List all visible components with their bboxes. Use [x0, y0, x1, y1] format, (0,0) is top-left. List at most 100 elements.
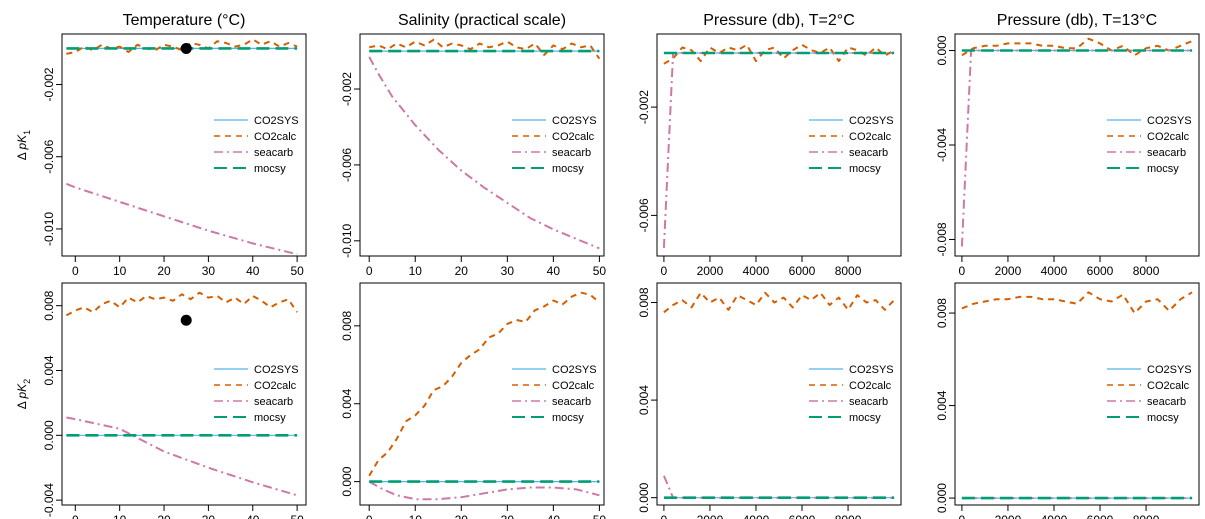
y-tick-label: -0.008 — [935, 222, 949, 256]
series-line-co2calc — [663, 291, 895, 314]
legend: CO2SYS CO2calc seacarb mocsy — [214, 364, 299, 424]
legend: CO2SYS CO2calc seacarb mocsy — [1107, 115, 1192, 175]
reference-point — [180, 42, 192, 54]
legend-label-co2sys: CO2SYS — [849, 364, 894, 376]
x-tick-label: 20 — [157, 513, 171, 519]
y-tick-label: 0.004 — [340, 388, 354, 418]
x-tick-label: 6000 — [1087, 513, 1114, 519]
y-axis-label: Δ pK1 — [15, 130, 32, 160]
x-tick-label: 8000 — [835, 513, 862, 519]
legend-label-co2sys: CO2SYS — [552, 115, 597, 127]
panel-2: 0 10 20 30 40 50 -0.002 -0.006 -0.010 Salinity (p… — [340, 12, 606, 278]
y-tick-label: -0.004 — [935, 128, 949, 162]
plot-frame — [359, 33, 605, 257]
legend-label-seacarb: seacarb — [254, 147, 293, 159]
x-tick-label: 30 — [202, 264, 216, 278]
y-tick-label: -0.006 — [340, 148, 354, 182]
series-line-seacarb — [66, 182, 298, 256]
x-tick-label: 40 — [246, 264, 260, 278]
y-tick-label: -0.002 — [637, 90, 651, 124]
series-area — [368, 38, 601, 250]
series-line-seacarb — [66, 416, 298, 497]
legend-label-seacarb: seacarb — [1147, 147, 1186, 159]
plot-frame — [61, 282, 307, 506]
series-line-co2calc — [368, 38, 601, 60]
y-tick-label: 0.000 — [42, 420, 56, 450]
legend: CO2SYS CO2calc seacarb mocsy — [809, 115, 894, 175]
reference-point — [180, 314, 192, 326]
x-tick-label: 30 — [501, 264, 515, 278]
y-tick-label: 0.000 — [935, 35, 949, 65]
legend-label-co2sys: CO2SYS — [254, 115, 299, 127]
y-tick-label: -0.004 — [42, 483, 56, 517]
panel-6: 0 10 20 30 40 50 0.000 0.004 0.008 CO2SYS CO2calc s… — [340, 282, 607, 519]
plot-frame — [359, 282, 605, 506]
y-tick-label: -0.006 — [42, 139, 56, 173]
panel-1: 0 10 20 30 40 50 -0.002 -0.006 -0.010 Temperature… — [15, 12, 307, 278]
y-tick-label: -0.010 — [340, 223, 354, 257]
panel-8: 020004000600080000.0000.0040.008CO2SYSCO… — [935, 282, 1200, 519]
series-area — [961, 291, 1193, 500]
legend-label-seacarb: seacarb — [552, 396, 591, 408]
x-tick-label: 0 — [72, 264, 79, 278]
panel-title: Pressure (db), T=13°C — [997, 12, 1157, 29]
x-tick-label: 0 — [366, 264, 373, 278]
legend-label-mocsy: mocsy — [1147, 412, 1179, 424]
x-tick-label: 0 — [366, 513, 373, 519]
series-area — [66, 38, 298, 256]
series-line-co2calc — [368, 291, 601, 477]
y-axis-label: Δ pK2 — [15, 379, 32, 409]
legend-label-co2calc: CO2calc — [1147, 131, 1190, 143]
legend: CO2SYS CO2calc seacarb mocsy — [1107, 364, 1192, 424]
x-tick-label: 20 — [157, 264, 171, 278]
x-tick-label: 8000 — [1133, 264, 1160, 278]
x-tick-label: 6000 — [789, 513, 816, 519]
x-tick-label: 8000 — [835, 264, 862, 278]
y-tick-label: 0.004 — [935, 390, 949, 420]
x-tick-label: 2000 — [995, 513, 1022, 519]
y-tick-label: 0.000 — [935, 483, 949, 513]
legend-label-co2calc: CO2calc — [552, 131, 595, 143]
x-tick-label: 10 — [113, 264, 127, 278]
panel-5: 0 10 20 30 40 50 -0.004 0.000 0.004 0.008 Δ pK2 CO2… — [15, 282, 307, 519]
series-area — [662, 291, 895, 500]
y-tick-label: -0.006 — [637, 198, 651, 232]
x-tick-label: 2000 — [697, 264, 724, 278]
legend-label-mocsy: mocsy — [849, 163, 881, 175]
x-tick-label: 50 — [593, 513, 607, 519]
legend: CO2SYS CO2calc seacarb mocsy — [809, 364, 894, 424]
y-tick-label: -0.010 — [42, 212, 56, 246]
x-tick-label: 50 — [290, 513, 304, 519]
series-line-co2calc — [66, 38, 298, 55]
legend-label-mocsy: mocsy — [254, 163, 286, 175]
y-tick-label: 0.000 — [340, 466, 354, 496]
x-tick-label: 40 — [547, 264, 561, 278]
x-tick-label: 0 — [959, 264, 966, 278]
x-tick-label: 10 — [113, 513, 127, 519]
plot-frame — [954, 282, 1200, 506]
legend-label-mocsy: mocsy — [1147, 163, 1179, 175]
panel-7: 020004000600080000.0000.0040.008CO2SYSCO… — [637, 282, 902, 519]
x-tick-label: 0 — [661, 264, 668, 278]
series-area — [960, 37, 1193, 247]
x-tick-label: 4000 — [743, 513, 770, 519]
legend-label-co2sys: CO2SYS — [552, 364, 597, 376]
series-line-seacarb — [368, 480, 600, 501]
series-line-seacarb — [662, 475, 895, 499]
x-tick-label: 8000 — [1133, 513, 1160, 519]
x-tick-label: 4000 — [1041, 264, 1068, 278]
panel-title: Pressure (db), T=2°C — [703, 12, 855, 29]
plot-frame — [656, 33, 902, 257]
legend-label-co2calc: CO2calc — [254, 380, 297, 392]
series-line-seacarb — [368, 56, 600, 250]
panel-4: 0 2000 4000 6000 8000 0.000 -0.004 -0.008 Pressu… — [935, 12, 1200, 278]
legend-label-co2calc: CO2calc — [849, 380, 892, 392]
y-tick-label: 0.008 — [340, 311, 354, 341]
y-tick-label: -0.002 — [42, 67, 56, 101]
y-tick-label: 0.004 — [42, 355, 56, 385]
legend-label-seacarb: seacarb — [254, 396, 293, 408]
x-tick-label: 50 — [290, 264, 304, 278]
legend-label-co2calc: CO2calc — [254, 131, 297, 143]
legend-label-co2sys: CO2SYS — [849, 115, 894, 127]
